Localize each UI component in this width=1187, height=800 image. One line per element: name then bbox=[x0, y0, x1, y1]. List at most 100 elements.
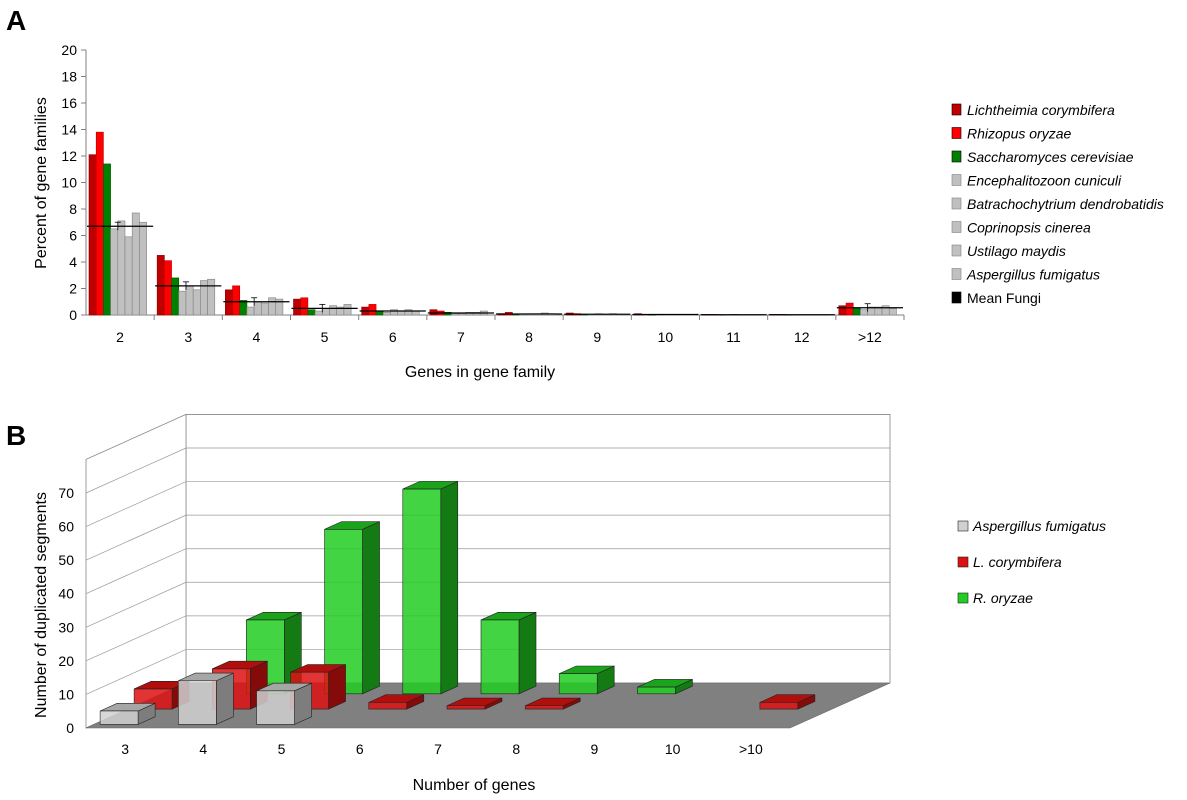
panel-a-bar bbox=[207, 278, 216, 316]
panel-a-bar bbox=[110, 228, 119, 316]
panel-b-y-tick-label: 50 bbox=[58, 552, 74, 568]
panel-a-legend-swatch bbox=[951, 244, 962, 257]
panel-a-bar bbox=[164, 260, 172, 316]
panel-a-y-tick-label: 2 bbox=[69, 281, 77, 297]
panel-a-bar bbox=[368, 304, 377, 316]
panel-b-gridline bbox=[85, 548, 890, 595]
panel-b-bar bbox=[558, 665, 615, 695]
panel-b: B 0 10 20 30 40 50 60 70 3 4 5 6 7 8 9 10 >10 Number of … bbox=[6, 413, 1106, 794]
panel-a-bar bbox=[314, 310, 323, 316]
panel-b-y-tick-label: 20 bbox=[58, 653, 74, 669]
panel-a-bar bbox=[382, 312, 391, 316]
panel-a-bar bbox=[261, 302, 269, 316]
panel-a-bar bbox=[178, 290, 187, 316]
panel-b-bars bbox=[99, 480, 816, 725]
panel-b-bar-front bbox=[524, 705, 564, 710]
panel-b-y-tick-label: 40 bbox=[58, 586, 74, 602]
panel-b-gridline bbox=[85, 649, 890, 695]
panel-a-legend: Lichtheimia corymbifera Rhizopus oryzae Sa… bbox=[951, 102, 1164, 306]
panel-a-bar bbox=[329, 305, 337, 316]
panel-a-legend-swatch bbox=[951, 291, 962, 304]
panel-b-x-tick-label: 8 bbox=[512, 741, 520, 757]
panel-a-y-tick-label: 14 bbox=[61, 122, 77, 138]
panel-b-bar bbox=[524, 697, 581, 710]
panel-a-bar bbox=[451, 313, 459, 316]
panel-b-legend-swatch bbox=[957, 592, 969, 604]
panel-a-legend-swatch bbox=[951, 268, 962, 280]
panel-b-x-tick-label: 4 bbox=[199, 741, 207, 757]
panel-a-legend-swatch bbox=[951, 103, 962, 116]
panel-b-bar-front bbox=[402, 488, 442, 695]
panel-a-legend-label: Ustilago maydis bbox=[967, 243, 1066, 259]
panel-a-bar bbox=[156, 255, 165, 316]
panel-b-bar bbox=[402, 480, 459, 695]
panel-b-tick-labels: 0 10 20 30 40 50 60 70 3 4 5 6 7 8 9 10 >10 bbox=[58, 485, 763, 757]
panel-b-bar-front bbox=[637, 686, 676, 695]
panel-a-y-tick-label: 12 bbox=[61, 148, 77, 164]
panel-a-legend-swatch bbox=[951, 150, 962, 163]
panel-a-bar bbox=[185, 285, 194, 316]
panel-a-bar bbox=[343, 304, 352, 316]
panel-b-y-axis-title: Number of duplicated segments bbox=[33, 492, 50, 718]
panel-b-bar-front bbox=[99, 710, 139, 725]
panel-a-legend-label: Lichtheimia corymbifera bbox=[967, 102, 1115, 118]
panel-a-legend-label: Coprinopsis cinerea bbox=[967, 220, 1091, 236]
panel-a-x-tick-label: 8 bbox=[525, 329, 533, 345]
panel-b-gridline bbox=[85, 615, 890, 662]
panel-b-bar-front bbox=[759, 702, 799, 710]
panel-a-bar bbox=[192, 289, 201, 316]
panel-b-x-tick-label: >10 bbox=[739, 741, 763, 757]
panel-a-legend-label: Saccharomyces cerevisiae bbox=[967, 149, 1134, 165]
panel-a-y-tick-label: 16 bbox=[61, 95, 77, 111]
panel-b-bar bbox=[759, 694, 816, 710]
panel-a-bar bbox=[293, 298, 301, 316]
panel-b-y-tick-label: 30 bbox=[58, 619, 74, 635]
panel-b-bar-front bbox=[446, 705, 486, 710]
panel-a-x-tick-label: 4 bbox=[253, 329, 261, 345]
panel-a-x-tick-label: 7 bbox=[457, 329, 465, 345]
panel-b-legend-label: R. oryzae bbox=[973, 590, 1033, 606]
panel-a-legend-swatch bbox=[951, 197, 962, 210]
panel-a-legend-label: Mean Fungi bbox=[967, 290, 1041, 306]
panel-a-y-tick-label: 0 bbox=[69, 307, 77, 323]
panel-b-bar-side bbox=[216, 672, 234, 725]
panel-a-x-tick-label: 2 bbox=[116, 329, 124, 345]
panel-a-bar bbox=[139, 221, 147, 316]
panel-b-bar bbox=[99, 702, 156, 725]
panel-b-bar-side bbox=[440, 480, 459, 695]
panel-b-legend-swatch bbox=[957, 556, 969, 568]
panel-a-bar bbox=[860, 309, 868, 316]
panel-a-bar bbox=[246, 306, 255, 316]
panel-b-bar bbox=[446, 697, 503, 710]
panel-a-bar bbox=[171, 277, 180, 316]
panel-a-bar bbox=[232, 285, 241, 316]
panel-a-bar bbox=[239, 300, 248, 316]
panel-b-legend-label: L. corymbifera bbox=[973, 554, 1062, 570]
panel-a-bar bbox=[225, 289, 233, 316]
panel-a-x-tick-label: >12 bbox=[858, 329, 882, 345]
panel-b-bar bbox=[637, 678, 693, 695]
panel-a-legend-label: Encephalitozoon cuniculi bbox=[967, 173, 1122, 189]
panel-a-bar bbox=[852, 308, 861, 316]
panel-b-x-tick-label: 6 bbox=[356, 741, 364, 757]
panel-b-bar-front bbox=[178, 680, 217, 725]
panel-a-x-tick-label: 9 bbox=[593, 329, 601, 345]
panel-a-legend-label: Aspergillus fumigatus bbox=[966, 267, 1100, 283]
panel-b-bar-front bbox=[558, 673, 598, 695]
panel-b-bar bbox=[368, 694, 425, 710]
panel-b-bar bbox=[480, 611, 537, 695]
panel-b-x-tick-label: 7 bbox=[434, 741, 442, 757]
panel-b-gridline bbox=[85, 581, 890, 628]
panel-b-bar bbox=[324, 521, 380, 695]
panel-b-bar-side bbox=[518, 611, 537, 695]
panel-b-bar-side bbox=[362, 521, 380, 695]
panel-a-y-tick-label: 8 bbox=[69, 201, 77, 217]
panel-a-y-tick-label: 10 bbox=[61, 175, 77, 191]
panel-a-y-axis-title: Percent of gene families bbox=[33, 97, 50, 269]
panel-b-y-tick-label: 70 bbox=[58, 485, 74, 501]
panel-b-y-tick-label: 0 bbox=[66, 720, 74, 736]
panel-b-bar-front bbox=[256, 690, 295, 725]
panel-a-bar bbox=[458, 313, 467, 316]
panel-a-bar bbox=[321, 308, 330, 316]
panel-b-legend-swatch bbox=[957, 520, 969, 532]
